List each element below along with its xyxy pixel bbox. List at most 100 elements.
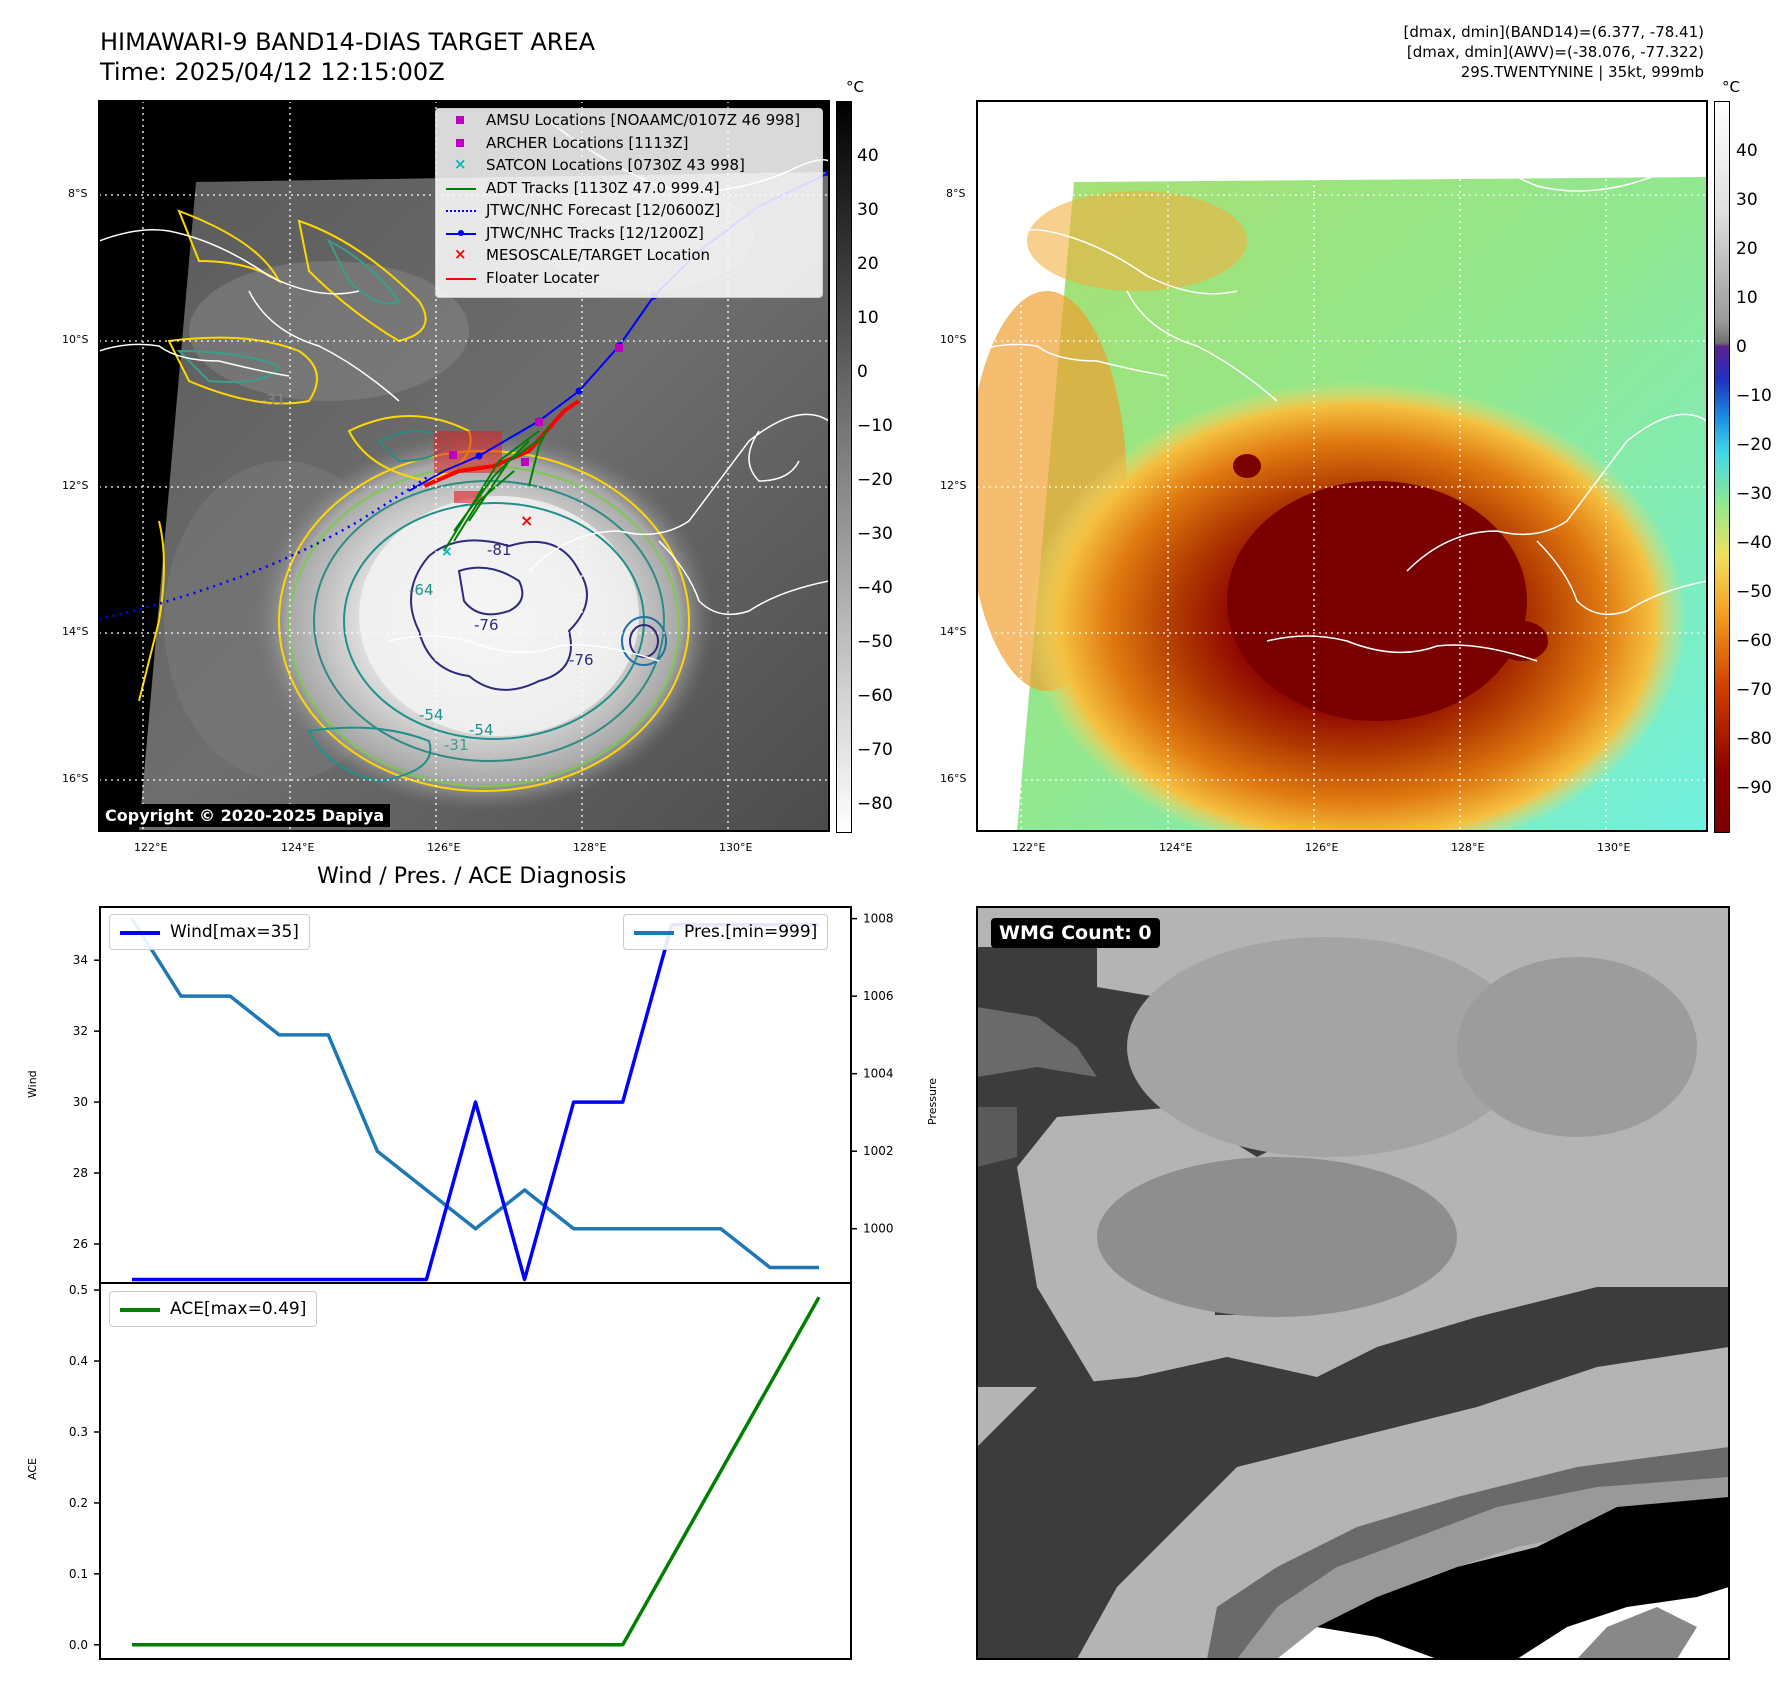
map-legend: AMSU Locations [NOAAMC/0107Z 46 998] ARC…: [435, 108, 823, 298]
map-title: HIMAWARI-9 BAND14-DIAS TARGET AREA: [100, 28, 596, 56]
contour-label: -76: [569, 651, 594, 669]
line-icon: [120, 931, 160, 935]
ace-axis-tick-label: 0.1: [69, 1567, 88, 1581]
lon-tick: 124°E: [281, 841, 315, 854]
pressure-legend: Pres.[min=999]: [623, 914, 829, 950]
lat-tick: 16°S: [62, 772, 89, 785]
copyright-notice: Copyright © 2020-2025 Dapiya: [99, 804, 391, 827]
contour-label: -31: [444, 736, 469, 754]
contour-label: -76: [474, 616, 499, 634]
legend-label: Floater Locater: [486, 268, 600, 287]
legend-item-satcon: × SATCON Locations [0730Z 43 998]: [454, 155, 745, 174]
awv-map-frame: [976, 100, 1708, 832]
legend-label: Wind[max=35]: [170, 922, 299, 942]
lat-tick: 14°S: [940, 625, 967, 638]
wind-legend: Wind[max=35]: [109, 914, 310, 950]
ace-axis-tick-label: 0.5: [69, 1283, 88, 1297]
colorbar-tick: 30: [857, 200, 879, 220]
line-icon: [446, 187, 476, 190]
ir-map-image: × ×: [99, 101, 829, 831]
colorbar-unit: °C: [846, 78, 864, 96]
map-time: Time: 2025/04/12 12:15:00Z: [100, 58, 445, 86]
ace-axis-tick-label: 0.0: [69, 1638, 88, 1652]
ir-colorbar: [836, 101, 852, 833]
awv-map-panel: [977, 101, 1707, 831]
wmg-panel: WMG Count: 0: [977, 907, 1729, 1659]
lon-tick: 130°E: [1597, 841, 1631, 854]
colorbar-tick: −30: [857, 524, 893, 544]
wind-axis-tick-label: 34: [73, 953, 88, 967]
wind-axis-tick-label: 26: [73, 1237, 88, 1251]
legend-item-adt: ADT Tracks [1130Z 47.0 999.4]: [436, 177, 822, 200]
wind-axis-tick-label: 30: [73, 1095, 88, 1109]
colorbar-tick: −50: [857, 632, 893, 652]
pressure-axis-tick-label: 1004: [863, 1067, 894, 1081]
contour-label: -64: [409, 581, 434, 599]
lat-tick: 12°S: [940, 479, 967, 492]
lon-tick: 126°E: [427, 841, 461, 854]
legend-label: JTWC/NHC Tracks [12/1200Z]: [486, 223, 704, 242]
legend-label: ACE[max=0.49]: [170, 1299, 307, 1319]
awv-range-info: [dmax, dmin](AWV)=(-38.076, -77.322): [1406, 43, 1704, 61]
square-marker-icon: [456, 116, 464, 124]
colorbar-tick: 0: [1736, 337, 1747, 357]
wind-axis-label: Wind: [26, 1070, 39, 1098]
chart-title: Wind / Pres. / ACE Diagnosis: [317, 864, 627, 889]
colorbar-tick: −10: [857, 416, 893, 436]
lon-tick: 130°E: [719, 841, 753, 854]
ace-axis-tick-label: 0.4: [69, 1354, 88, 1368]
wmg-frame: [976, 906, 1730, 1660]
pressure-axis-tick-label: 1008: [863, 912, 894, 926]
ace-axis-tick-label: 0.3: [69, 1425, 88, 1439]
wind-series-line: [132, 922, 819, 1282]
svg-text:×: ×: [441, 544, 453, 560]
colorbar-tick: 0: [857, 362, 868, 382]
line-icon: [446, 277, 476, 280]
colorbar-tick: 40: [1736, 141, 1758, 161]
legend-label: MESOSCALE/TARGET Location: [486, 246, 711, 264]
wmg-image: [977, 907, 1729, 1659]
lat-tick: 14°S: [62, 625, 89, 638]
awv-map-image: [977, 101, 1707, 831]
pressure-axis-tick-label: 1000: [863, 1222, 894, 1236]
legend-label: Pres.[min=999]: [684, 922, 818, 942]
colorbar-tick: −80: [1736, 729, 1772, 749]
lon-tick: 126°E: [1305, 841, 1339, 854]
colorbar-tick: −50: [1736, 582, 1772, 602]
colorbar-tick: −40: [1736, 533, 1772, 553]
lat-tick: 8°S: [68, 187, 88, 200]
pressure-series-line: [130, 917, 819, 1270]
lat-tick: 12°S: [62, 479, 89, 492]
ace-axes-frame: [99, 1282, 852, 1660]
colorbar-tick: −10: [1736, 386, 1772, 406]
awv-colorbar: [1714, 101, 1730, 833]
colorbar-tick: −40: [857, 578, 893, 598]
lon-tick: 124°E: [1159, 841, 1193, 854]
pressure-axis-label: Pressure: [926, 1078, 939, 1125]
colorbar-tick: −60: [1736, 631, 1772, 651]
legend-item-mesoscale: × MESOSCALE/TARGET Location: [454, 245, 711, 264]
colorbar-unit: °C: [1722, 78, 1740, 96]
colorbar-tick: 40: [857, 146, 879, 166]
lon-tick: 128°E: [573, 841, 607, 854]
colorbar-tick: −70: [1736, 680, 1772, 700]
pressure-axis-tick-label: 1006: [863, 989, 894, 1003]
square-marker-icon: [456, 138, 464, 147]
wind-axis-tick-label: 28: [73, 1166, 88, 1180]
colorbar-tick: −80: [857, 794, 893, 814]
ace-legend: ACE[max=0.49]: [109, 1291, 318, 1327]
colorbar-tick: −30: [1736, 484, 1772, 504]
legend-label: AMSU Locations [NOAAMC/0107Z 46 998]: [486, 111, 801, 129]
legend-item-jtwc-tracks: JTWC/NHC Tracks [12/1200Z]: [436, 222, 822, 245]
colorbar-tick: −70: [857, 740, 893, 760]
lon-tick: 128°E: [1451, 841, 1485, 854]
colorbar-tick: 30: [1736, 190, 1758, 210]
lon-tick: 122°E: [1012, 841, 1046, 854]
contour-label: -54: [419, 706, 444, 724]
storm-info: 29S.TWENTYNINE | 35kt, 999mb: [1460, 63, 1704, 81]
legend-label: SATCON Locations [0730Z 43 998]: [486, 156, 745, 174]
wmg-count-badge: WMG Count: 0: [991, 918, 1160, 948]
wind-axis-tick-label: 32: [73, 1024, 88, 1038]
legend-label: ARCHER Locations [1113Z]: [486, 133, 689, 152]
colorbar-tick: −60: [857, 686, 893, 706]
